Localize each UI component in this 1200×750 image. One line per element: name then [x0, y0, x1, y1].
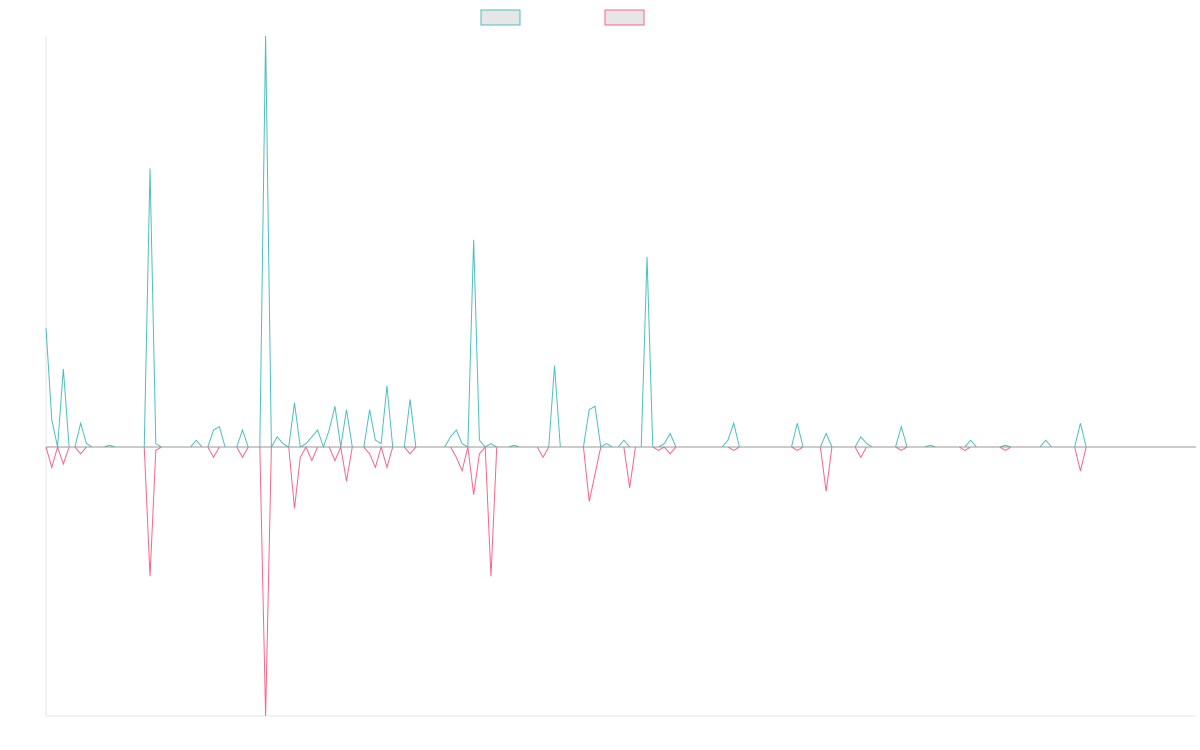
legend-item-2[interactable]: [604, 9, 645, 26]
legend-swatch-1[interactable]: [480, 9, 521, 26]
legend: [480, 9, 645, 26]
series-line-1: [45, 35, 1196, 449]
legend-swatch-2[interactable]: [604, 9, 645, 26]
series-layer: [45, 35, 1196, 717]
series-line-2: [45, 445, 1196, 717]
legend-item-1[interactable]: [480, 9, 521, 26]
